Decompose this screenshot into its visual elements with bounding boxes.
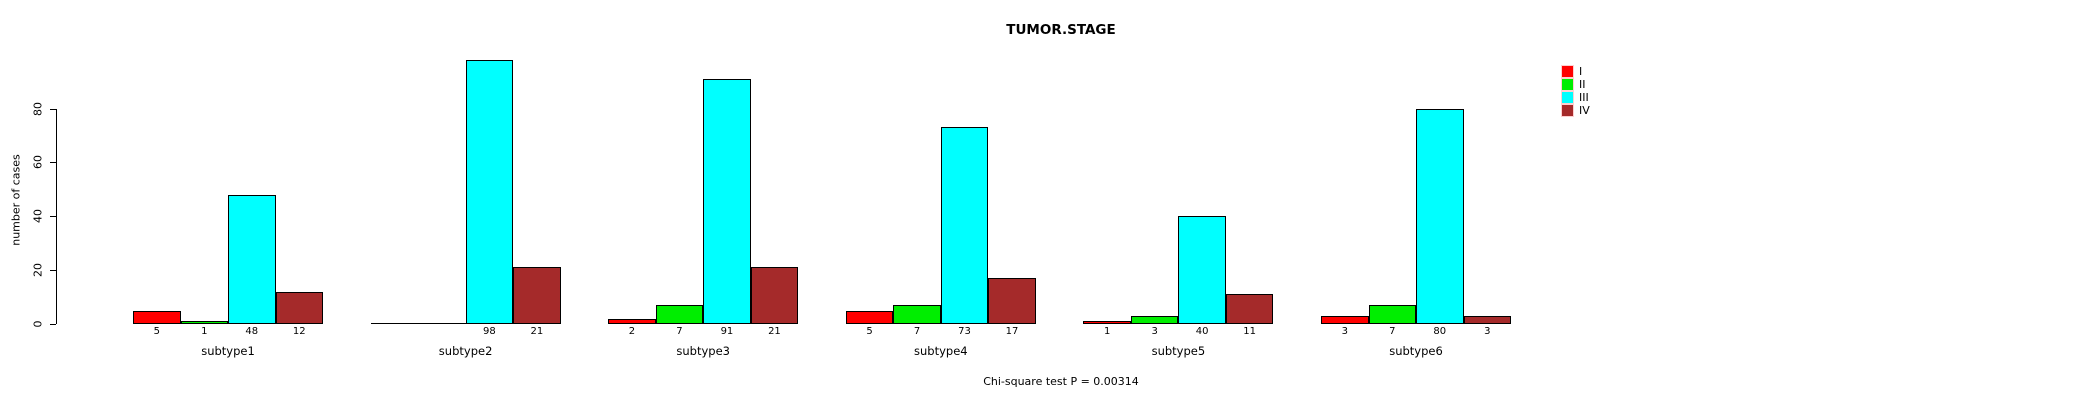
bar-value-label: 17	[1005, 326, 1019, 337]
bar-iii-subtype1	[228, 194, 276, 324]
bar-iii-subtype3	[703, 78, 751, 324]
bar-value-label: 1	[1103, 326, 1111, 337]
bar-ii-subtype1	[180, 321, 228, 324]
bar-i-subtype4	[845, 310, 894, 324]
bar-value-label: 12	[292, 326, 306, 337]
y-tick-label: 0	[31, 320, 45, 328]
chi-square-note: Chi-square test P = 0.00314	[983, 375, 1139, 388]
y-tick-label: 20	[31, 263, 45, 278]
bar-i-subtype3	[608, 318, 656, 324]
bar-value-label: 21	[768, 326, 781, 337]
zero-bar	[370, 323, 419, 324]
bar-value-label: 98	[482, 326, 496, 337]
bar-iii-subtype4	[940, 127, 989, 324]
legend-swatch-iii	[1561, 91, 1574, 104]
legend-label: I	[1579, 65, 1583, 78]
category-label-subtype5: subtype5	[1151, 344, 1206, 358]
bar-value-label: 73	[958, 326, 971, 337]
legend-swatch-ii	[1561, 78, 1574, 91]
bar-value-label: 91	[720, 326, 734, 337]
legend-item-iv: IV	[1561, 104, 1590, 117]
bar-ii-subtype3	[655, 305, 704, 324]
bar-value-label: 3	[1151, 326, 1158, 337]
legend-item-i: I	[1561, 65, 1590, 78]
bar-iii-subtype5	[1178, 216, 1226, 324]
legend-swatch-i	[1561, 65, 1574, 78]
bar-iii-subtype6	[1416, 108, 1464, 324]
y-axis-line	[56, 108, 57, 324]
y-tick-mark	[50, 270, 56, 272]
bar-value-label: 3	[1484, 326, 1491, 337]
bar-iv-subtype4	[988, 278, 1036, 324]
bar-value-label: 5	[866, 326, 873, 337]
bar-iv-subtype6	[1463, 315, 1511, 324]
bar-value-label: 7	[676, 326, 683, 337]
bar-iii-subtype2	[465, 60, 514, 324]
y-tick-mark	[50, 108, 56, 110]
bar-value-label: 3	[1341, 326, 1348, 337]
legend-item-iii: III	[1561, 91, 1590, 104]
zero-bar	[418, 323, 466, 324]
bar-value-label: 48	[245, 326, 259, 337]
legend-label: II	[1579, 78, 1586, 91]
bar-iv-subtype3	[750, 267, 799, 324]
y-tick-mark	[50, 216, 56, 218]
y-tick-label: 80	[31, 101, 45, 116]
bar-ii-subtype5	[1130, 315, 1179, 324]
y-tick-mark	[50, 324, 56, 325]
legend-label: IV	[1579, 104, 1590, 117]
bar-value-label: 80	[1433, 326, 1447, 337]
category-label-subtype6: subtype6	[1389, 344, 1443, 358]
bar-ii-subtype6	[1368, 305, 1416, 324]
y-tick-label: 40	[31, 209, 45, 224]
bar-value-label: 11	[1243, 326, 1257, 337]
legend: I II III IV	[1561, 65, 1590, 117]
bar-i-subtype6	[1321, 315, 1369, 324]
bar-value-label: 7	[913, 326, 921, 337]
y-tick-label: 60	[31, 155, 45, 170]
bar-value-label: 21	[530, 326, 544, 337]
bar-value-label: 1	[201, 326, 208, 337]
y-tick-mark	[50, 162, 56, 164]
legend-swatch-iv	[1561, 104, 1574, 117]
bar-value-label: 7	[1389, 326, 1396, 337]
bar-iv-subtype1	[275, 291, 323, 324]
bar-value-label: 5	[153, 326, 160, 337]
category-label-subtype1: subtype1	[201, 344, 255, 358]
chart-title: TUMOR.STAGE	[1006, 22, 1116, 38]
category-label-subtype3: subtype3	[676, 344, 730, 358]
bar-value-label: 2	[628, 326, 636, 337]
bar-i-subtype5	[1083, 321, 1131, 324]
bar-iv-subtype2	[513, 267, 561, 324]
legend-item-ii: II	[1561, 78, 1590, 91]
bar-iv-subtype5	[1225, 294, 1274, 324]
legend-label: III	[1579, 91, 1589, 104]
category-label-subtype2: subtype2	[438, 344, 493, 358]
bar-value-label: 40	[1195, 326, 1209, 337]
bar-ii-subtype4	[893, 305, 941, 324]
y-axis-label: number of cases	[9, 154, 23, 246]
category-label-subtype4: subtype4	[914, 344, 968, 358]
bar-i-subtype1	[133, 310, 181, 324]
